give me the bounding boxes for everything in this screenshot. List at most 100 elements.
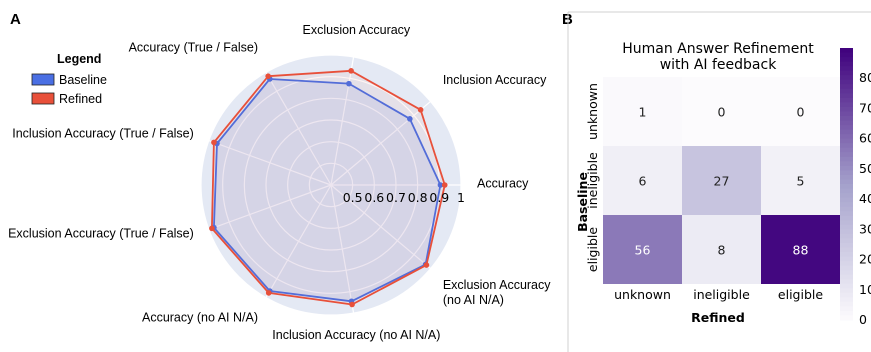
radar-spoke: [208, 139, 332, 186]
radar-point-refined: [265, 73, 271, 79]
colorbar-segment: [840, 125, 853, 131]
colorbar-segment: [840, 238, 853, 244]
legend-label-refined: Refined: [59, 92, 102, 106]
radar-radial-ticks: 0.5 0.6 0.7 0.8 0.9 1: [343, 190, 465, 205]
heatmap-xlabel: Refined: [691, 310, 745, 325]
colorbar-segment: [840, 315, 853, 321]
colorbar-segment: [840, 270, 853, 276]
colorbar-segment: [840, 211, 853, 217]
heatmap-tick-labels: unknown ineligible eligible unknown ineligib…: [585, 83, 823, 302]
radar-radial-tick-label: 0.8: [408, 190, 428, 205]
radar-axis-label: Exclusion Accuracy: [303, 23, 411, 37]
heatmap-title-line-2: with AI feedback: [660, 57, 778, 73]
colorbar-segment: [840, 57, 853, 63]
heatmap-y-tick-label: ineligible: [585, 152, 600, 209]
colorbar-tick-label: 60: [859, 131, 871, 146]
radar-spoke: [265, 184, 332, 298]
legend-swatch-baseline: [31, 73, 55, 86]
colorbar-segment: [840, 84, 853, 90]
radar-point-baseline: [346, 80, 352, 87]
radar-radial-tick-label: 0.9: [429, 190, 449, 205]
radar-series-group: [209, 68, 448, 308]
heatmap-x-tick-label: ineligible: [693, 287, 750, 302]
radar-point-refined: [441, 182, 448, 188]
colorbar-segment: [840, 179, 853, 185]
colorbar-segment: [840, 79, 853, 85]
heatmap-cell: [603, 77, 682, 146]
radar-point-refined: [211, 139, 217, 146]
heatmap-cell-value: 0: [797, 105, 805, 120]
heatmap-cell-value: 0: [718, 105, 726, 120]
colorbar-segment: [840, 252, 853, 258]
radar-spoke: [330, 56, 355, 186]
radar-spoke: [330, 100, 431, 186]
heatmap-ylabel: Baseline: [575, 172, 590, 232]
colorbar-segment: [840, 224, 853, 230]
colorbar-tick-label: 20: [859, 252, 871, 267]
colorbar-segment: [840, 206, 853, 212]
radar-axis-label: Accuracy (no AI N/A): [142, 310, 258, 324]
colorbar-segment: [840, 152, 853, 158]
heatmap-x-tick-label: eligible: [778, 287, 823, 302]
radar-point-refined: [417, 106, 424, 113]
colorbar-segment: [840, 297, 853, 303]
radar-spoke: [330, 184, 431, 270]
colorbar-segment: [840, 279, 853, 285]
colorbar-tick-label: 0: [859, 312, 867, 327]
radar-series-baseline: [212, 78, 442, 303]
colorbar-segment: [840, 193, 853, 199]
colorbar-segment: [840, 261, 853, 267]
colorbar-segment: [840, 301, 853, 307]
colorbar-segment: [840, 138, 853, 144]
colorbar-segment: [840, 242, 853, 249]
colorbar-segment: [840, 283, 853, 289]
radar-point-refined: [209, 225, 215, 232]
colorbar-segment: [840, 97, 853, 103]
colorbar-segment: [840, 75, 853, 81]
radar-point-refined: [423, 262, 430, 268]
radar-point-refined: [349, 301, 355, 308]
colorbar-tick-label: 30: [859, 221, 871, 236]
colorbar-segment: [840, 174, 853, 181]
legend-title: Legend: [57, 52, 101, 66]
colorbar-segment: [840, 197, 853, 203]
colorbar-segment: [840, 265, 853, 271]
colorbar-segment: [840, 161, 853, 167]
heatmap-cell: [603, 146, 682, 215]
radar-spoke: [330, 184, 355, 314]
panel-a-letter: A: [10, 11, 21, 28]
colorbar-segment: [840, 202, 853, 208]
colorbar-segment: [840, 256, 853, 262]
colorbar-segment: [840, 52, 853, 58]
radar-axis-label: Inclusion Accuracy (True / False): [12, 127, 194, 141]
colorbar-segment: [840, 288, 853, 294]
colorbar-tick-label: 70: [859, 100, 871, 115]
radar-axis-label: Accuracy: [477, 177, 529, 191]
heatmap-y-tick-label: eligible: [585, 227, 600, 272]
radar-axis-label: Exclusion Accuracy: [443, 278, 551, 292]
legend-label-baseline: Baseline: [59, 73, 107, 87]
heatmap-cell-value: 27: [714, 174, 730, 189]
radar-point-baseline: [437, 182, 444, 188]
heatmap-cell-value: 1: [639, 105, 647, 120]
radar-radial-tick-label: 0.7: [386, 190, 406, 205]
colorbar-segment: [840, 93, 853, 99]
radar-series-refined: [210, 69, 446, 306]
legend-swatch-refined: [31, 92, 55, 105]
colorbar-segment: [840, 61, 853, 67]
colorbar-tick-label: 40: [859, 191, 871, 206]
heatmap-x-tick-label: unknown: [614, 287, 671, 302]
colorbar-segment: [840, 116, 853, 122]
heatmap-cell-value: 8: [718, 243, 726, 258]
radar-spoke: [265, 72, 332, 186]
heatmap-cell: [682, 215, 761, 284]
colorbar-segment: [840, 88, 853, 94]
colorbar-segment: [840, 184, 853, 190]
colorbar-segment: [840, 215, 853, 221]
heatmap-cell-value: 56: [635, 243, 651, 258]
colorbar-segment: [840, 229, 853, 235]
radar-legend: Legend Baseline Refined: [31, 52, 107, 106]
colorbar-segment: [840, 233, 853, 239]
colorbar-segment: [840, 188, 853, 194]
colorbar-segment: [840, 120, 853, 126]
